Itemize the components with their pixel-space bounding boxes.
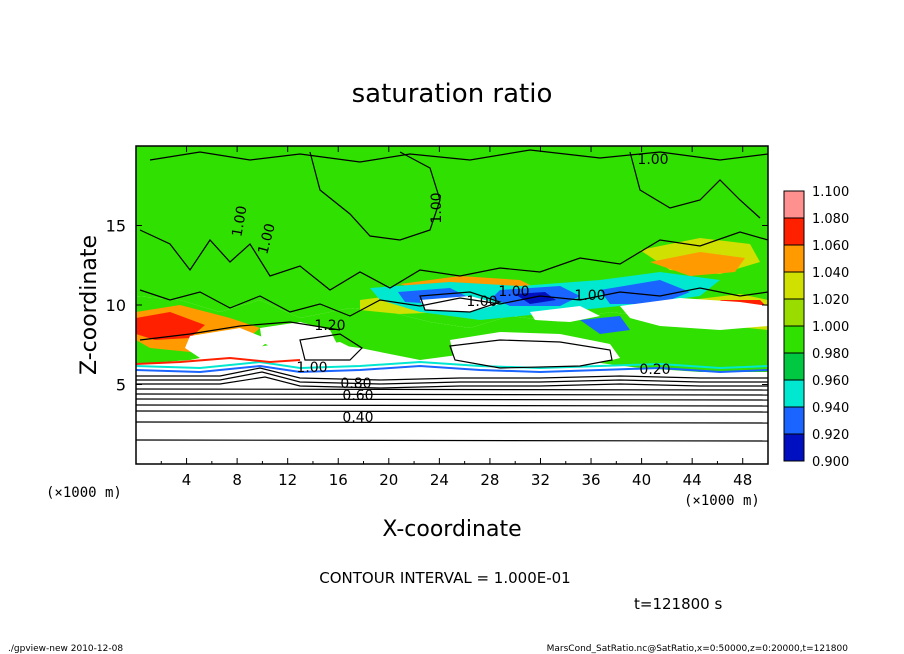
colorbar-swatch	[784, 434, 804, 461]
contour-line	[419, 291, 502, 313]
field-darkblue-patch	[515, 292, 556, 304]
contour-labels: 1.001.001.001.001.001.00 1.001.201.000.80…	[229, 152, 670, 426]
contour-label: 1.00	[429, 192, 445, 223]
contour-line	[449, 339, 613, 369]
contour-line	[136, 371, 768, 385]
y-axis-title: Z-coordinate	[77, 235, 102, 375]
contour-line	[136, 439, 768, 442]
y-axis: 5 10 15	[106, 217, 768, 395]
footer-right: MarsCond_SatRatio.nc@SatRatio,x=0:50000,…	[547, 644, 849, 654]
colorbar-swatch	[784, 299, 804, 326]
colorbar-label: 1.000	[812, 320, 849, 335]
x-axis-title: X-coordinate	[382, 517, 521, 542]
y-tick-label: 5	[116, 376, 126, 395]
contour-line	[136, 398, 768, 401]
y-tick-label: 10	[106, 296, 126, 315]
contour-line	[136, 376, 768, 389]
contour-lines	[136, 149, 768, 442]
x-axis-unit-right: (×1000 m)	[684, 493, 760, 509]
x-tick-label: 12	[278, 471, 297, 489]
field-white-cell-1	[185, 328, 270, 358]
colorbar-swatch	[784, 245, 804, 272]
field-white-cell-7	[300, 342, 360, 362]
x-tick-label: 4	[182, 471, 192, 489]
contour-line	[136, 404, 768, 407]
contour-label: 1.20	[314, 318, 345, 334]
field-blue-patch-4	[580, 316, 630, 334]
contour-label: 1.00	[637, 152, 668, 168]
field-white-cell-3	[420, 296, 500, 312]
colorbar-label: 0.900	[812, 455, 849, 470]
field-blue-patch-3	[600, 280, 690, 304]
colorbar: 1.100 1.080 1.060 1.040 1.020 1.000 0.980 0.960…	[783, 185, 849, 470]
field-boundary-blue	[136, 364, 768, 374]
contour-label: 0.20	[639, 362, 670, 378]
field-red-left	[136, 312, 205, 340]
x-tick-label: 20	[379, 471, 398, 489]
contour-line	[136, 393, 768, 396]
colorbar-label: 0.920	[812, 428, 849, 443]
contour-line	[149, 149, 768, 163]
colorbar-label: 1.080	[812, 212, 849, 227]
contour-line	[139, 229, 768, 291]
contour-line	[629, 151, 761, 219]
chart-title: saturation ratio	[352, 79, 553, 109]
field-white-lower	[136, 372, 768, 464]
time-text: t=121800 s	[634, 595, 722, 613]
contour-label: 1.00	[466, 294, 497, 310]
contour-label: 0.40	[342, 410, 373, 426]
contour-interval-text: CONTOUR INTERVAL = 1.000E-01	[319, 569, 570, 587]
x-tick-label: 24	[430, 471, 449, 489]
plot-area: 1.001.001.001.001.001.00 1.001.201.000.80…	[136, 146, 768, 464]
colorbar-swatch	[784, 326, 804, 353]
colorbar-label: 1.100	[812, 185, 849, 200]
colorbar-label: 1.060	[812, 239, 849, 254]
contour-line	[136, 367, 768, 381]
x-tick-label: 28	[480, 471, 499, 489]
contour-label: 0.60	[342, 388, 373, 404]
field-white-cell-5	[620, 298, 768, 330]
colorbar-label: 0.940	[812, 401, 849, 416]
x-tick-label: 16	[329, 471, 348, 489]
field-white-cell-6	[530, 306, 600, 322]
colorbar-label: 0.960	[812, 374, 849, 389]
contour-label: 1.00	[498, 284, 529, 300]
field-boundary-cyan	[136, 360, 768, 370]
y-tick-label: 15	[106, 217, 126, 236]
contour-label: 0.80	[340, 376, 371, 392]
field-orange-right	[650, 252, 745, 276]
colorbar-label: 1.040	[812, 266, 849, 281]
contour-label: 1.00	[255, 222, 279, 256]
contour-line	[139, 287, 768, 317]
x-axis: 4 8 12 16 20 24 28 32 36 40 44 48	[160, 146, 752, 489]
contour-line	[136, 388, 768, 391]
contour-label: 1.00	[574, 288, 605, 304]
contour-label: 1.00	[229, 205, 250, 238]
x-tick-label: 32	[531, 471, 550, 489]
x-tick-label: 8	[232, 471, 242, 489]
colorbar-swatch	[784, 218, 804, 245]
colorbar-swatch	[784, 407, 804, 434]
contour-line	[136, 410, 768, 413]
colorbar-label: 1.020	[812, 293, 849, 308]
colorbar-swatch	[784, 353, 804, 380]
colorbar-swatch	[784, 380, 804, 407]
footer-left: ./gpview-new 2010-12-08	[8, 644, 123, 654]
x-tick-label: 48	[733, 471, 752, 489]
field-boundary-red	[136, 356, 301, 365]
contour-line	[139, 321, 341, 341]
contour-line	[309, 151, 441, 241]
colorbar-swatch	[784, 191, 804, 218]
colorbar-label: 0.980	[812, 347, 849, 362]
x-axis-unit-left: (×1000 m)	[46, 485, 122, 501]
contour-line	[299, 333, 363, 361]
x-tick-label: 36	[581, 471, 600, 489]
x-tick-label: 44	[683, 471, 702, 489]
colorbar-swatch	[784, 272, 804, 299]
contour-label: 1.00	[296, 360, 327, 376]
x-tick-label: 40	[632, 471, 651, 489]
contour-line	[136, 421, 768, 424]
